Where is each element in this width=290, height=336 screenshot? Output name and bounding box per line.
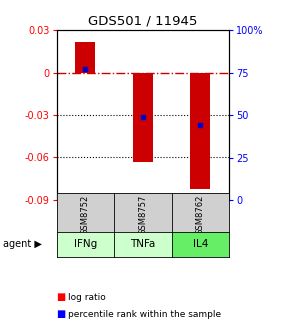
Text: TNFa: TNFa: [130, 240, 155, 249]
Text: ■: ■: [57, 292, 66, 302]
Text: GSM8752: GSM8752: [81, 194, 90, 235]
Text: IL4: IL4: [193, 240, 208, 249]
Text: percentile rank within the sample: percentile rank within the sample: [68, 310, 221, 319]
Bar: [75, 42, 95, 73]
Bar: [133, 73, 153, 162]
Title: GDS501 / 11945: GDS501 / 11945: [88, 15, 197, 28]
Text: agent ▶: agent ▶: [3, 240, 42, 249]
Text: ■: ■: [57, 309, 66, 319]
Bar: [190, 73, 211, 188]
Text: IFNg: IFNg: [74, 240, 97, 249]
Text: GSM8757: GSM8757: [138, 194, 147, 235]
Text: GSM8762: GSM8762: [196, 194, 205, 235]
Text: log ratio: log ratio: [68, 293, 106, 302]
